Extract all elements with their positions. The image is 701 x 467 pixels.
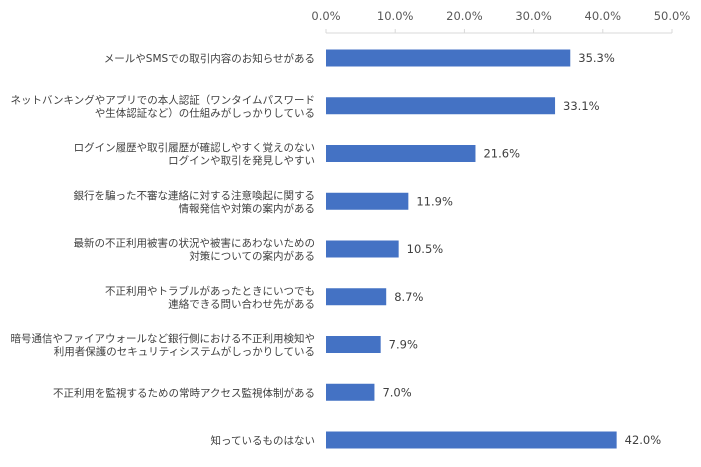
category-label: メールやSMSでの取引内容のお知らせがある	[104, 52, 315, 65]
x-tick-label: 50.0%	[654, 9, 691, 23]
x-tick-label: 10.0%	[377, 9, 414, 23]
category-label: 利用者保護のセキュリティシステムがしっかりしている	[54, 345, 315, 358]
bar	[326, 97, 556, 115]
data-label: 35.3%	[578, 51, 615, 65]
data-label: 21.6%	[483, 147, 520, 161]
data-label: 42.0%	[625, 433, 662, 447]
bar	[326, 336, 381, 353]
category-label: 不正利用やトラブルがあったときにいつでも	[105, 284, 315, 297]
bar	[326, 240, 399, 258]
category-label: ネットバンキングやアプリでの本人認証（ワンタイムパスワード	[11, 93, 316, 106]
x-axis: 0.0% 10.0% 20.0% 30.0% 40.0% 50.0%	[311, 9, 691, 34]
category-labels: メールやSMSでの取引内容のお知らせがあるネットバンキングやアプリでの本人認証（…	[11, 52, 316, 447]
data-label: 11.9%	[416, 194, 453, 208]
bar	[326, 431, 617, 449]
data-label: 7.0%	[382, 385, 411, 399]
category-label: や生体認証など）の仕組みがしっかりしている	[95, 106, 315, 119]
data-label: 10.5%	[407, 242, 444, 256]
category-label: 知っているものはない	[211, 434, 315, 447]
x-tick-label: 20.0%	[446, 9, 483, 23]
data-labels: 35.3% 33.1% 21.6% 11.9% 10.5% 8.7% 7.9% 7.0% 42.…	[382, 51, 661, 447]
category-label: 銀行を騙った不審な連絡に対する注意喚起に関する	[74, 189, 316, 202]
x-tick-label: 30.0%	[515, 9, 552, 23]
bar	[326, 49, 571, 67]
category-label: 連絡できる問い合わせ先がある	[168, 297, 315, 310]
category-label: 不正利用を監視するための常時アクセス監視体制がある	[53, 386, 315, 399]
bar	[326, 288, 387, 306]
category-label: 暗号通信やファイアウォールなど銀行側における不正利用検知や	[11, 332, 316, 345]
category-label: ログインや取引を発見しやすい	[168, 154, 315, 167]
bars	[326, 49, 617, 449]
x-tick-label: 40.0%	[585, 9, 622, 23]
x-tick-label: 0.0%	[311, 9, 340, 23]
data-label: 8.7%	[394, 290, 423, 304]
category-label: 対策についての案内がある	[189, 250, 315, 263]
category-label: ログイン履歴や取引履歴が確認しやすく覚えのない	[74, 141, 315, 154]
data-label: 7.9%	[389, 338, 418, 352]
data-label: 33.1%	[563, 99, 600, 113]
category-label: 情報発信や対策の案内がある	[179, 202, 316, 215]
bar	[326, 145, 476, 162]
category-label: 最新の不正利用被害の状況や被害にあわないための	[74, 237, 316, 250]
bar	[326, 192, 409, 210]
bar	[326, 383, 375, 401]
